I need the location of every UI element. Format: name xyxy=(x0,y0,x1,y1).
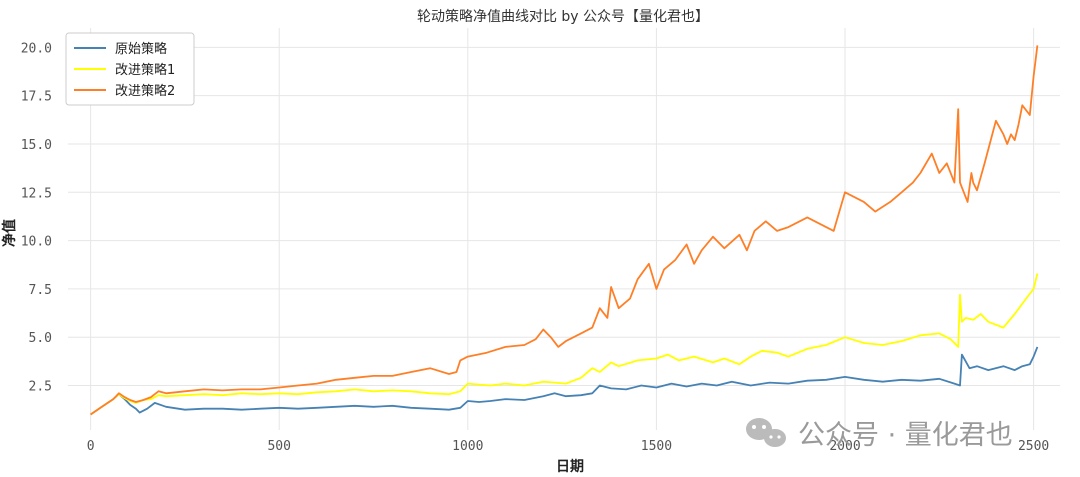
x-axis-label: 日期 xyxy=(556,459,584,475)
series-lines xyxy=(90,45,1039,416)
x-tick-label: 2000 xyxy=(829,439,860,454)
legend-box xyxy=(65,32,195,106)
gridlines xyxy=(68,28,1060,430)
x-ticks: 0 500 1000 1500 2000 2500 xyxy=(87,439,1050,454)
y-tick-label: 17.5 xyxy=(21,90,52,105)
wechat-icon xyxy=(746,418,786,447)
y-tick-label: 7.5 xyxy=(29,283,52,298)
x-tick-label: 1500 xyxy=(641,439,672,454)
y-axis-label: 净值 xyxy=(1,219,18,247)
series-line-2 xyxy=(90,273,1039,416)
watermark-text: 公众号 · 量化君也 xyxy=(798,420,1013,451)
series-line-3 xyxy=(90,45,1039,416)
y-ticks: 2.5 5.0 7.5 10.0 12.5 15.0 17.5 20.0 xyxy=(21,41,52,394)
y-tick-label: 5.0 xyxy=(29,331,52,346)
y-tick-label: 12.5 xyxy=(21,186,52,201)
x-tick-label: 0 xyxy=(87,439,95,454)
x-tick-label: 2500 xyxy=(1018,439,1049,454)
y-tick-label: 20.0 xyxy=(21,41,52,56)
x-tick-label: 1000 xyxy=(452,439,483,454)
legend-label-1: 原始策略 xyxy=(115,41,167,57)
x-tick-label: 500 xyxy=(267,439,290,454)
legend-label-2: 改进策略1 xyxy=(115,62,175,78)
series-line-1 xyxy=(90,346,1039,416)
chart-title: 轮动策略净值曲线对比 by 公众号【量化君也】 xyxy=(417,8,709,25)
watermark: 公众号 · 量化君也 xyxy=(746,418,1013,451)
y-tick-label: 2.5 xyxy=(29,380,52,395)
legend-label-3: 改进策略2 xyxy=(115,83,175,99)
y-tick-label: 15.0 xyxy=(21,138,52,153)
y-tick-label: 10.0 xyxy=(21,235,52,250)
